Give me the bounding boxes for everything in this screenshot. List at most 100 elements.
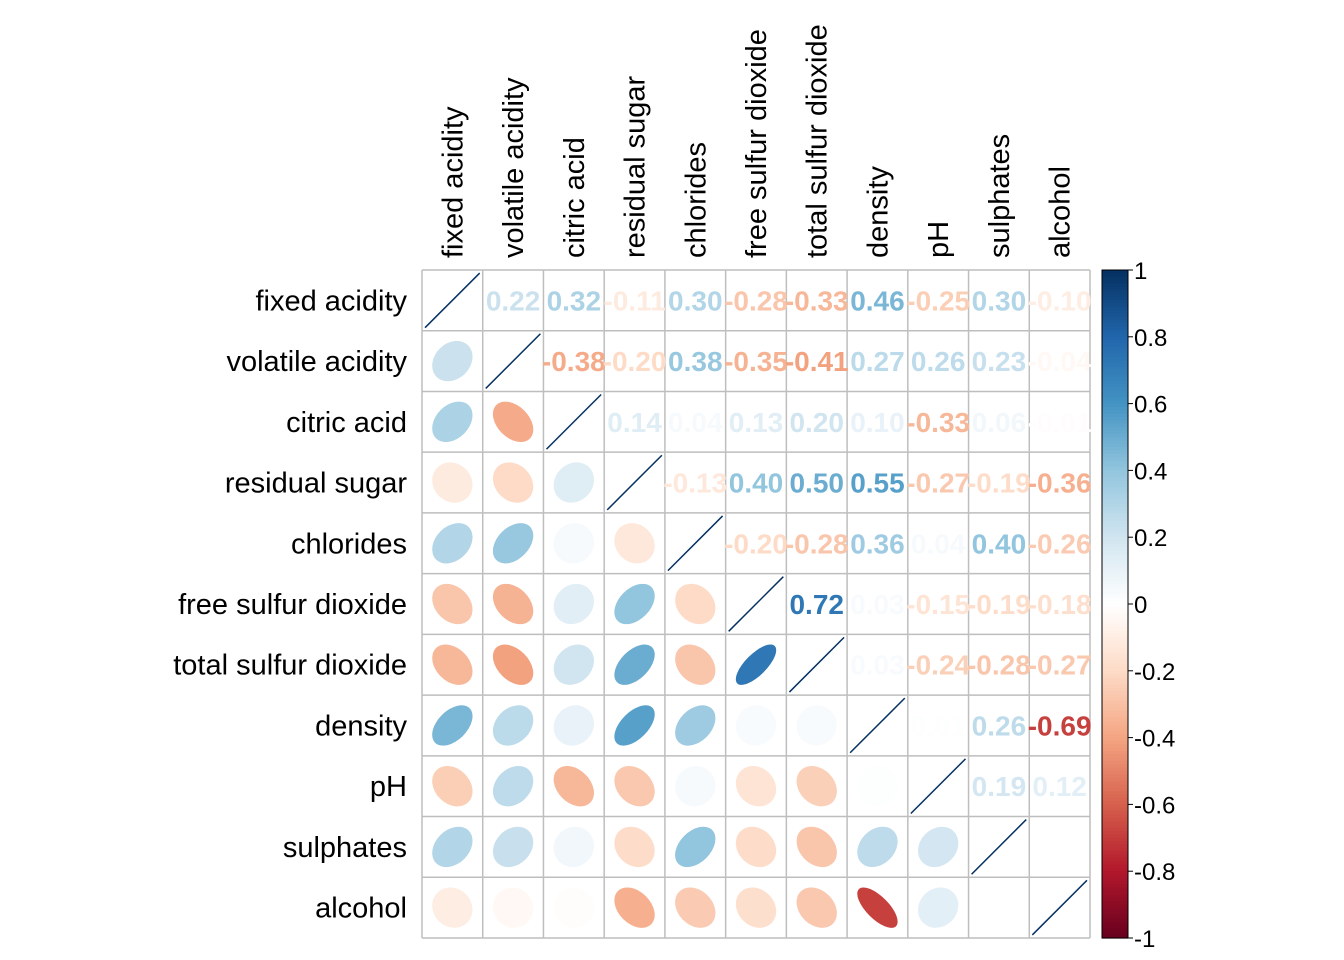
diagonal-mark <box>545 393 602 450</box>
correlation-ellipse <box>432 583 473 625</box>
colorbar-segment <box>1102 557 1128 562</box>
colorbar-tick-label: -0.6 <box>1134 792 1175 819</box>
colorbar-segment <box>1102 513 1128 518</box>
colorbar-segment <box>1102 781 1128 785</box>
colorbar-segment <box>1102 510 1128 515</box>
colorbar-segment <box>1102 824 1128 829</box>
correlation-value: 0.40 <box>729 468 784 499</box>
correlation-ellipse <box>675 826 716 868</box>
colorbar-segment <box>1102 416 1128 421</box>
colorbar-segment <box>1102 697 1128 702</box>
correlation-ellipse <box>432 401 473 443</box>
correlation-value: -0.28 <box>967 650 1031 681</box>
correlation-value: 0.22 <box>486 285 541 316</box>
colorbar-segment <box>1102 413 1128 418</box>
colorbar-segment <box>1102 907 1128 912</box>
colorbar-segment <box>1102 784 1128 789</box>
colorbar-tick-label: -0.4 <box>1134 726 1175 753</box>
correlation-value: 0.50 <box>789 468 844 499</box>
colorbar-segment <box>1102 480 1128 485</box>
colorbar-segment <box>1102 430 1128 435</box>
column-label: citric acid <box>559 137 591 258</box>
correlation-ellipse <box>553 765 595 807</box>
correlation-ellipse <box>492 401 534 443</box>
diagonal-mark <box>910 758 967 815</box>
colorbar-segment <box>1102 477 1128 482</box>
colorbar-segment <box>1102 590 1128 595</box>
colorbar-segment <box>1102 400 1128 405</box>
correlation-value: -0.20 <box>603 346 667 377</box>
colorbar-segment <box>1102 811 1128 816</box>
colorbar-segment <box>1102 426 1128 431</box>
colorbar-segment <box>1102 730 1128 735</box>
correlation-ellipse <box>432 462 473 503</box>
colorbar-segment <box>1102 744 1128 749</box>
colorbar-segment <box>1102 280 1128 284</box>
colorbar-segment <box>1102 814 1128 819</box>
colorbar-segment <box>1102 323 1128 328</box>
colorbar-segment <box>1102 640 1128 645</box>
colorbar-segment <box>1102 634 1128 638</box>
colorbar-segment <box>1102 600 1128 605</box>
correlation-value: 0.32 <box>547 285 602 316</box>
colorbar-segment <box>1102 630 1128 635</box>
correlation-value: -0.01 <box>1028 407 1092 438</box>
colorbar-segment <box>1102 624 1128 628</box>
colorbar-segment <box>1102 553 1128 558</box>
correlation-value: 0.36 <box>850 528 905 559</box>
colorbar-segment <box>1102 791 1128 795</box>
colorbar-segment <box>1102 490 1128 495</box>
colorbar-segment <box>1102 447 1128 451</box>
colorbar-segment <box>1102 884 1128 889</box>
row-label: chlorides <box>291 528 407 560</box>
correlation-ellipse <box>857 765 898 807</box>
colorbar-segment <box>1102 754 1128 759</box>
colorbar-tick-label: 1 <box>1134 258 1147 285</box>
correlation-ellipse <box>735 826 777 868</box>
correlation-ellipse <box>796 826 837 868</box>
column-label: fixed acidity <box>437 106 469 258</box>
column-label: free sulfur dioxide <box>741 29 773 258</box>
correlation-ellipse <box>614 523 655 564</box>
correlation-ellipse <box>432 826 473 868</box>
correlation-ellipse <box>432 340 473 382</box>
colorbar-tick-label: 0.6 <box>1134 392 1167 419</box>
colorbar-segment <box>1102 801 1128 805</box>
diagonal-mark <box>728 576 784 632</box>
row-label: free sulfur dioxide <box>178 589 407 621</box>
colorbar-segment <box>1102 483 1128 488</box>
correlation-value: -0.15 <box>906 589 970 620</box>
colorbar-segment <box>1102 460 1128 465</box>
colorbar-segment <box>1102 373 1128 378</box>
colorbar-segment <box>1102 894 1128 899</box>
correlation-value: 0.12 <box>1032 771 1087 802</box>
colorbar-segment <box>1102 343 1128 348</box>
colorbar-segment <box>1102 350 1128 355</box>
colorbar-segment <box>1102 593 1128 598</box>
correlation-ellipse <box>614 765 655 807</box>
correlation-ellipse <box>432 765 473 807</box>
colorbar-segment <box>1102 764 1128 769</box>
correlation-value: 0.19 <box>972 771 1027 802</box>
row-label: total sulfur dioxide <box>173 650 407 682</box>
colorbar-tick-label: 0 <box>1134 592 1147 619</box>
colorbar-segment <box>1102 667 1128 672</box>
correlation-value: -0.10 <box>1028 285 1092 316</box>
row-label: density <box>315 710 407 742</box>
correlation-value: -0.11 <box>603 285 665 316</box>
colorbar-segment <box>1102 333 1128 338</box>
colorbar-segment <box>1102 627 1128 632</box>
colorbar-segment <box>1102 293 1128 298</box>
colorbar-segment <box>1102 934 1128 939</box>
correlation-ellipse <box>796 705 837 746</box>
colorbar-segment <box>1102 303 1128 308</box>
correlation-ellipse <box>432 523 473 564</box>
colorbar-segment <box>1102 560 1128 565</box>
correlation-ellipse <box>857 826 898 868</box>
colorbar-segment <box>1102 804 1128 809</box>
colorbar-segment <box>1102 871 1128 876</box>
correlation-ellipse <box>796 887 837 928</box>
colorbar-segment <box>1102 914 1128 919</box>
correlation-ellipse <box>492 765 534 807</box>
